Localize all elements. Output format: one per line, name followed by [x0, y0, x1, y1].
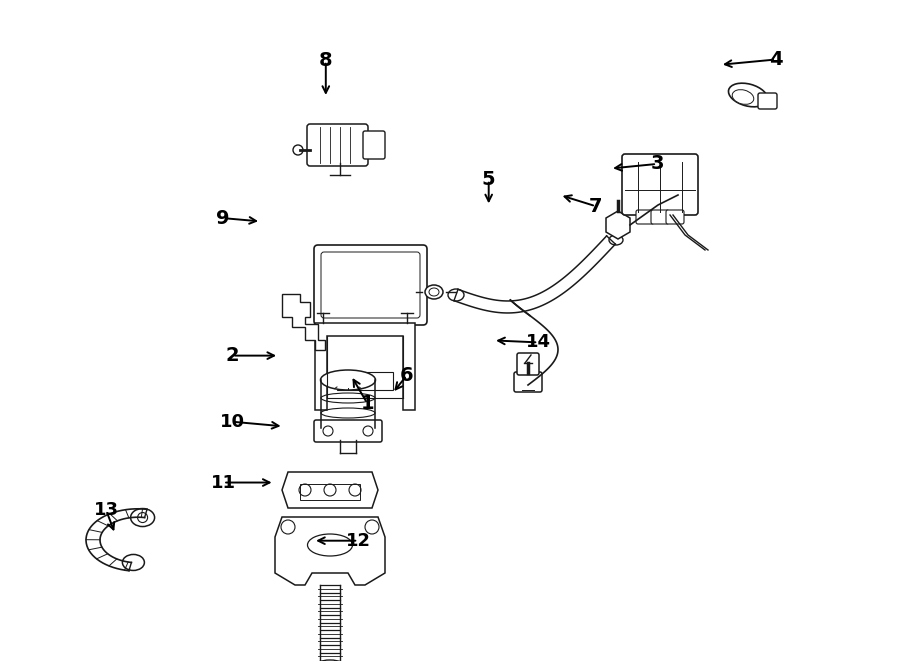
Circle shape: [293, 145, 303, 155]
Ellipse shape: [448, 289, 464, 301]
Text: 8: 8: [319, 52, 333, 70]
FancyBboxPatch shape: [514, 372, 542, 392]
Ellipse shape: [609, 235, 623, 245]
Polygon shape: [282, 294, 325, 350]
FancyBboxPatch shape: [337, 372, 393, 390]
Text: 3: 3: [650, 155, 664, 173]
Ellipse shape: [130, 508, 155, 527]
Circle shape: [299, 484, 311, 496]
Ellipse shape: [308, 534, 353, 556]
Circle shape: [281, 520, 295, 534]
Ellipse shape: [733, 90, 754, 104]
FancyBboxPatch shape: [363, 131, 385, 159]
Circle shape: [323, 426, 333, 436]
FancyBboxPatch shape: [666, 210, 684, 224]
Ellipse shape: [122, 555, 144, 570]
FancyBboxPatch shape: [636, 210, 654, 224]
Text: 12: 12: [346, 531, 371, 550]
Polygon shape: [606, 211, 630, 239]
FancyBboxPatch shape: [517, 353, 539, 375]
Circle shape: [363, 426, 373, 436]
FancyBboxPatch shape: [758, 93, 777, 109]
Ellipse shape: [425, 285, 443, 299]
Text: 11: 11: [211, 473, 236, 492]
FancyBboxPatch shape: [307, 124, 368, 166]
FancyBboxPatch shape: [321, 252, 420, 318]
Polygon shape: [315, 323, 415, 410]
Polygon shape: [275, 517, 385, 585]
Text: 5: 5: [482, 171, 496, 189]
Polygon shape: [282, 472, 378, 508]
Text: 7: 7: [590, 197, 603, 215]
Ellipse shape: [728, 83, 768, 107]
FancyBboxPatch shape: [651, 210, 669, 224]
Circle shape: [365, 520, 379, 534]
Text: 9: 9: [216, 209, 230, 227]
FancyBboxPatch shape: [314, 245, 427, 325]
Text: 2: 2: [225, 346, 239, 365]
Text: 1: 1: [360, 394, 374, 412]
Text: 6: 6: [400, 366, 414, 385]
Text: 4: 4: [769, 50, 783, 69]
Ellipse shape: [320, 370, 375, 390]
FancyBboxPatch shape: [314, 420, 382, 442]
FancyBboxPatch shape: [622, 154, 698, 215]
Text: 10: 10: [220, 412, 245, 431]
Ellipse shape: [312, 660, 347, 661]
Ellipse shape: [429, 288, 439, 296]
Circle shape: [324, 484, 336, 496]
Text: 13: 13: [94, 501, 119, 520]
Circle shape: [349, 484, 361, 496]
Text: 14: 14: [526, 333, 551, 352]
Circle shape: [138, 512, 148, 523]
